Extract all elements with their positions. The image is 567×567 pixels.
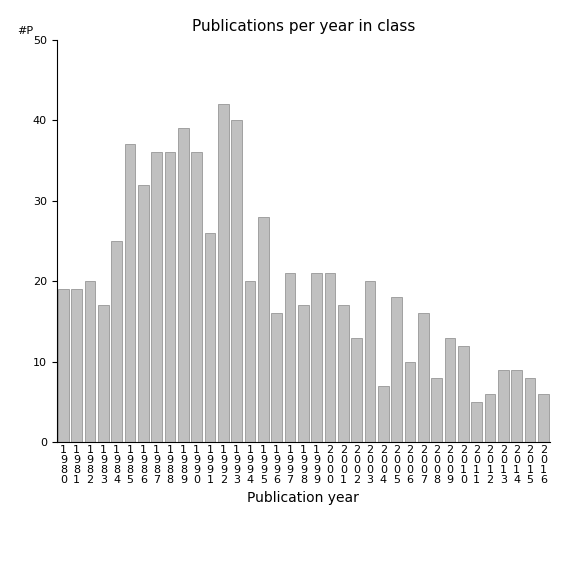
Bar [285,273,295,442]
Bar [485,394,496,442]
Bar [205,233,215,442]
Bar [191,153,202,442]
Bar [431,378,442,442]
Bar [418,314,429,442]
Bar [298,306,308,442]
Bar [231,120,242,442]
Bar [365,281,375,442]
Bar [258,217,269,442]
Bar [311,273,322,442]
Bar [498,370,509,442]
Bar [458,346,469,442]
Bar [71,289,82,442]
Bar [98,306,109,442]
Title: Publications per year in class: Publications per year in class [192,19,415,35]
Bar [111,241,122,442]
Bar [218,104,229,442]
Bar [445,337,455,442]
Bar [405,362,416,442]
Bar [138,185,149,442]
Bar [524,378,535,442]
Bar [272,314,282,442]
Bar [538,394,549,442]
Bar [151,153,162,442]
Bar [352,337,362,442]
Bar [84,281,95,442]
Bar [471,402,482,442]
Bar [178,128,189,442]
Text: #P: #P [17,26,33,36]
Bar [338,306,349,442]
Bar [325,273,335,442]
Bar [58,289,69,442]
Bar [511,370,522,442]
Bar [378,386,388,442]
Bar [391,297,402,442]
X-axis label: Publication year: Publication year [247,490,359,505]
Bar [125,145,136,442]
Bar [245,281,255,442]
Bar [164,153,175,442]
